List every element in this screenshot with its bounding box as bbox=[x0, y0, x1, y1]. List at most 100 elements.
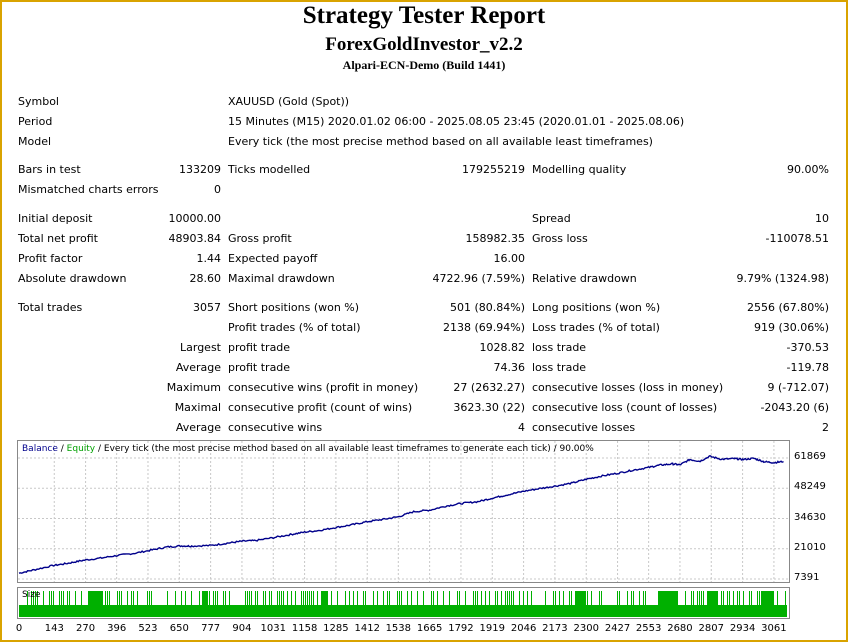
size-bar bbox=[107, 591, 108, 605]
stats-cell: Profit trades (% of total) bbox=[228, 321, 361, 334]
model-label: Model bbox=[18, 135, 52, 148]
size-bar bbox=[229, 591, 230, 605]
x-tick-label: 396 bbox=[107, 623, 127, 634]
size-bar bbox=[785, 591, 786, 605]
size-block bbox=[658, 591, 678, 605]
x-tick-label: 2046 bbox=[510, 623, 537, 634]
stats-cell: 10000.00 bbox=[168, 212, 222, 225]
size-bar bbox=[199, 591, 200, 605]
size-bar bbox=[167, 591, 168, 605]
size-bar bbox=[265, 591, 266, 605]
stats-cell: Largest bbox=[180, 341, 221, 354]
x-tick-label: 2553 bbox=[635, 623, 662, 634]
size-bar bbox=[457, 591, 458, 605]
x-tick-label: 1412 bbox=[354, 623, 380, 634]
size-bar bbox=[69, 591, 70, 605]
stats-cell: 0 bbox=[214, 183, 221, 196]
stats-cell: consecutive profit (count of wins) bbox=[228, 401, 413, 414]
size-bar bbox=[63, 591, 64, 605]
size-bar bbox=[497, 591, 498, 605]
size-bar bbox=[301, 591, 302, 605]
stats-cell: Total net profit bbox=[18, 232, 98, 245]
size-bar bbox=[591, 591, 592, 605]
symbol-value: XAUUSD (Gold (Spot)) bbox=[228, 95, 350, 108]
size-bar bbox=[121, 591, 122, 605]
size-bar bbox=[423, 591, 424, 605]
stats-cell: Gross loss bbox=[532, 232, 588, 245]
size-bar bbox=[401, 591, 402, 605]
stats-cell: 2138 (69.94%) bbox=[442, 321, 525, 334]
size-bar bbox=[737, 591, 738, 605]
size-label: Size bbox=[22, 590, 41, 600]
stats-cell: consecutive losses (loss in money) bbox=[532, 381, 724, 394]
size-bar bbox=[571, 591, 572, 605]
x-tick-label: 777 bbox=[201, 623, 221, 634]
y-tick-label: 7391 bbox=[794, 572, 820, 583]
size-bar bbox=[563, 591, 564, 605]
x-tick-label: 1158 bbox=[291, 623, 318, 634]
size-bar bbox=[465, 591, 466, 605]
size-bar bbox=[357, 591, 358, 605]
size-bar bbox=[257, 591, 258, 605]
size-bar bbox=[639, 591, 640, 605]
size-bar bbox=[757, 591, 758, 605]
size-bar bbox=[51, 591, 52, 605]
size-bar bbox=[81, 591, 82, 605]
expert-name: ForexGoldInvestor_v2.2 bbox=[325, 34, 523, 55]
size-bar bbox=[131, 591, 132, 605]
size-bar bbox=[437, 591, 438, 605]
balance-chart-svg bbox=[18, 441, 789, 582]
size-bar bbox=[35, 591, 36, 605]
size-bar bbox=[295, 591, 296, 605]
size-bar bbox=[489, 591, 490, 605]
stats-cell: Total trades bbox=[18, 301, 83, 314]
stats-cell: Modelling quality bbox=[532, 163, 627, 176]
size-bar bbox=[473, 591, 474, 605]
x-tick-label: 904 bbox=[232, 623, 252, 634]
size-bar bbox=[49, 591, 50, 605]
size-bar bbox=[251, 591, 252, 605]
size-bar bbox=[617, 591, 618, 605]
period-value: 15 Minutes (M15) 2020.01.02 06:00 - 2025… bbox=[228, 115, 685, 128]
size-block bbox=[708, 591, 718, 605]
y-tick-label: 21010 bbox=[794, 541, 826, 553]
stats-cell: 2556 (67.80%) bbox=[746, 301, 829, 314]
stats-cell: 158982.35 bbox=[465, 232, 526, 245]
size-bar bbox=[365, 591, 366, 605]
size-bar bbox=[61, 591, 62, 605]
size-bar bbox=[693, 591, 694, 605]
x-tick-label: 2934 bbox=[729, 623, 756, 634]
y-tick-label: 61869 bbox=[794, 451, 826, 462]
size-bar bbox=[601, 591, 602, 605]
size-bar bbox=[553, 591, 554, 605]
size-bar bbox=[215, 591, 216, 605]
x-tick-label: 2807 bbox=[698, 623, 724, 634]
stats-cell: profit trade bbox=[228, 361, 291, 374]
size-bar bbox=[31, 591, 32, 605]
size-bar bbox=[569, 591, 570, 605]
size-bar bbox=[459, 591, 460, 605]
size-bar bbox=[389, 591, 390, 605]
stats-cell: loss trade bbox=[532, 341, 587, 354]
size-bar bbox=[249, 591, 250, 605]
size-bar bbox=[303, 591, 304, 605]
size-bar bbox=[599, 591, 600, 605]
size-bar bbox=[137, 591, 138, 605]
size-bar bbox=[559, 591, 560, 605]
stats-cell: Bars in test bbox=[18, 163, 81, 176]
size-bar bbox=[373, 591, 374, 605]
size-bar bbox=[255, 591, 256, 605]
stats-cell: Short positions (won %) bbox=[228, 301, 360, 314]
size-bar bbox=[513, 591, 514, 605]
size-bar bbox=[485, 591, 486, 605]
size-bar bbox=[495, 591, 496, 605]
size-bar bbox=[523, 591, 524, 605]
size-bar bbox=[519, 591, 520, 605]
size-bar bbox=[761, 591, 762, 605]
size-bar bbox=[245, 591, 246, 605]
size-bar bbox=[703, 591, 704, 605]
size-bar bbox=[33, 591, 34, 605]
size-chart: Size bbox=[17, 587, 790, 619]
size-bar bbox=[407, 591, 408, 605]
